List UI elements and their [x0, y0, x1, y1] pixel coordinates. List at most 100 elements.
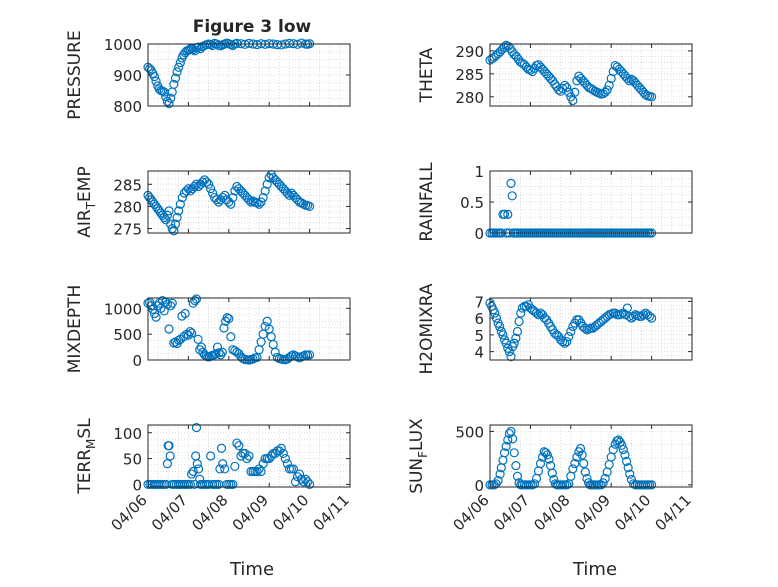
- data-point: [495, 469, 505, 479]
- data-point: [216, 350, 226, 360]
- data-point: [507, 191, 517, 201]
- data-point: [209, 350, 219, 360]
- data-point: [493, 475, 503, 486]
- data-point: [185, 479, 196, 490]
- x-tick-label: 04/11: [652, 491, 695, 534]
- data-point: [174, 206, 184, 216]
- data-point: [216, 443, 227, 453]
- data-point: [197, 177, 208, 187]
- x-tick-label: 04/07: [490, 491, 533, 534]
- axes-border: [489, 170, 693, 234]
- y-tick-label: 275: [113, 221, 142, 239]
- data-point: [185, 326, 195, 337]
- y-tick-label: 50: [123, 451, 142, 469]
- data-point: [509, 338, 519, 348]
- data-point: [284, 190, 294, 200]
- data-point: [175, 57, 185, 68]
- data-point: [212, 342, 223, 352]
- data-point: [514, 316, 524, 327]
- data-point: [220, 464, 230, 474]
- figure-title: Figure 3 low: [193, 17, 312, 37]
- data-point: [512, 471, 523, 481]
- data-point: [252, 466, 262, 477]
- data-point: [298, 477, 309, 487]
- data-point: [242, 453, 252, 464]
- data-point: [177, 192, 187, 203]
- data-point: [498, 330, 508, 340]
- data-point: [278, 448, 288, 459]
- data-point: [145, 64, 155, 74]
- data-point: [302, 477, 313, 487]
- data-point: [575, 443, 586, 454]
- data-point: [180, 308, 190, 319]
- axes-border: [489, 424, 693, 488]
- data-point: [491, 313, 502, 323]
- data-point: [622, 73, 632, 84]
- x-tick-label: 04/09: [229, 491, 272, 534]
- data-point: [214, 348, 224, 358]
- y-tick-label: 900: [113, 67, 142, 85]
- y-axis-label: AIRTEMP: [75, 166, 98, 237]
- data-point: [558, 336, 568, 347]
- data-point: [495, 321, 505, 332]
- data-point: [644, 311, 655, 322]
- data-point: [305, 479, 315, 490]
- data-point: [166, 93, 176, 103]
- data-point: [490, 308, 500, 318]
- subplot-theta: 280 285 290 THETA: [417, 40, 693, 107]
- data-point: [596, 480, 606, 490]
- data-point: [166, 301, 176, 311]
- data-point: [254, 199, 264, 209]
- data-point: [562, 336, 572, 347]
- data-point: [192, 459, 202, 469]
- data-point: [600, 473, 610, 484]
- data-point: [608, 444, 618, 455]
- axes-border: [489, 297, 693, 361]
- data-point: [623, 463, 633, 473]
- axes-border: [147, 43, 351, 107]
- data-point: [280, 453, 290, 464]
- data-point: [564, 87, 574, 97]
- data-point: [568, 464, 578, 474]
- data-point: [499, 42, 509, 52]
- y-axis-label: TERRMSL: [75, 418, 98, 495]
- y-tick-label: 500: [455, 423, 484, 441]
- x-tick-label: 04/08: [530, 491, 573, 534]
- data-point: [196, 342, 206, 352]
- data-point: [577, 450, 587, 460]
- x-tick-label: 04/06: [450, 491, 493, 534]
- x-tick-label: 04/08: [188, 491, 231, 534]
- y-tick-label: 1: [474, 163, 484, 181]
- data-point: [535, 458, 546, 469]
- data-point: [621, 456, 632, 466]
- data-point: [600, 87, 610, 97]
- data-point: [499, 209, 510, 219]
- data-point: [560, 338, 570, 348]
- data-point: [220, 190, 230, 200]
- data-point: [164, 441, 174, 451]
- y-tick-label: 0: [132, 352, 142, 370]
- data-point: [509, 448, 519, 458]
- axes-border: [489, 43, 693, 107]
- data-point: [206, 184, 216, 194]
- data-point: [181, 186, 191, 196]
- data-point: [276, 443, 286, 453]
- data-point: [193, 334, 203, 344]
- data-point: [527, 480, 538, 490]
- data-point: [165, 451, 175, 461]
- data-point: [195, 474, 205, 484]
- data-point: [204, 179, 214, 189]
- data-point: [215, 464, 225, 474]
- data-point: [646, 480, 657, 490]
- data-point: [580, 467, 590, 477]
- data-point: [617, 440, 627, 450]
- data-point: [191, 294, 202, 304]
- data-point: [206, 451, 216, 461]
- y-tick-label: 0: [132, 476, 142, 494]
- data-point: [562, 83, 572, 93]
- y-tick-label: 4: [474, 344, 484, 362]
- data-point: [618, 444, 628, 455]
- y-tick-label: 280: [113, 198, 142, 216]
- y-tick-label: 7: [474, 293, 484, 311]
